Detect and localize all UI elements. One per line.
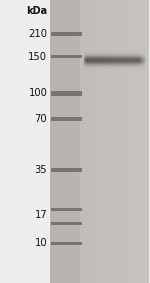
- Text: 17: 17: [34, 210, 47, 220]
- Text: kDa: kDa: [26, 6, 47, 16]
- Bar: [51, 91, 82, 96]
- Text: 100: 100: [28, 88, 47, 98]
- Text: 10: 10: [35, 238, 47, 248]
- Bar: [51, 168, 82, 171]
- Bar: [51, 117, 82, 121]
- Bar: [51, 32, 82, 36]
- Text: 35: 35: [35, 165, 47, 175]
- Text: 70: 70: [35, 114, 47, 124]
- Text: 210: 210: [28, 29, 47, 39]
- Bar: [51, 208, 82, 211]
- Bar: [51, 222, 82, 225]
- Bar: [51, 241, 82, 245]
- Text: 150: 150: [28, 52, 47, 62]
- Bar: [51, 55, 82, 58]
